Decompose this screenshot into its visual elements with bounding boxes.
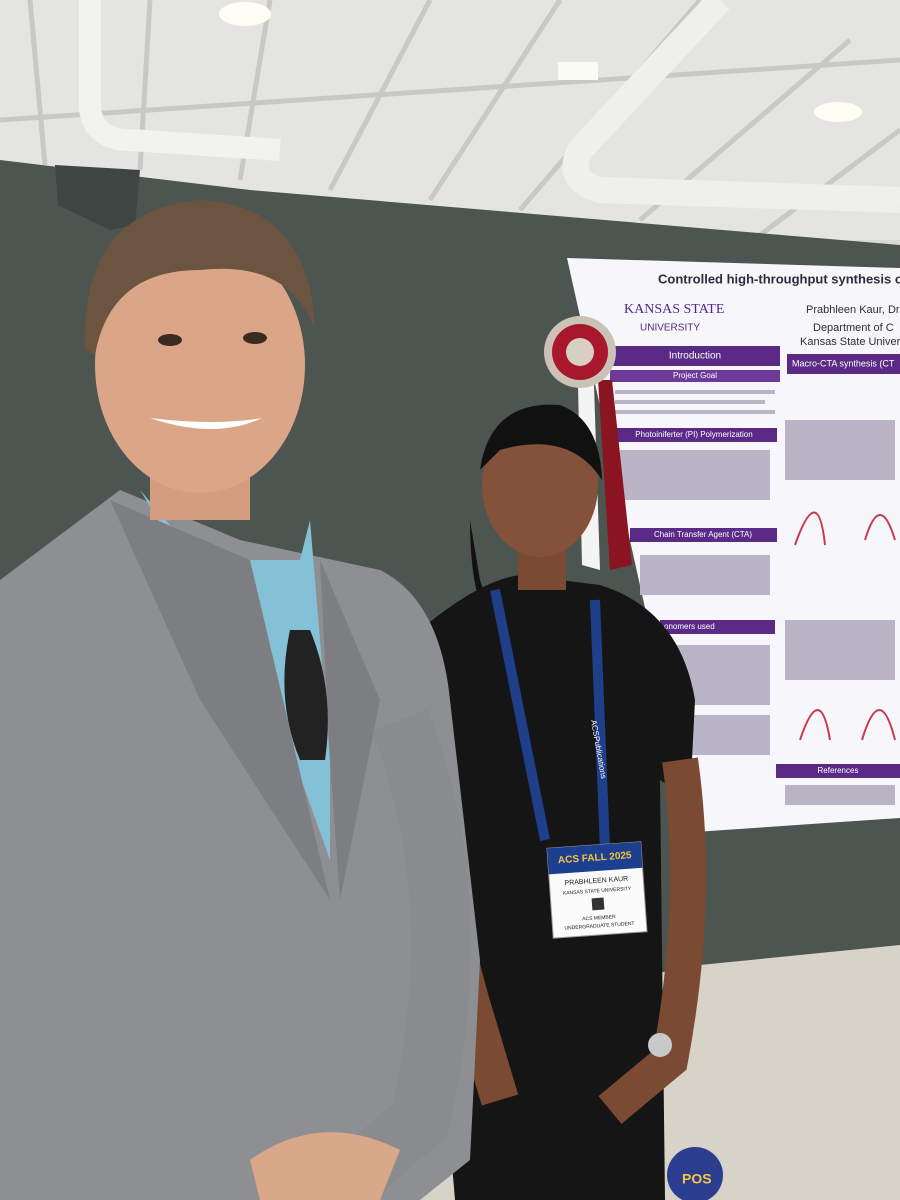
duct xyxy=(79,0,281,161)
poster-title: Controlled high-throughput synthesis of … xyxy=(658,271,900,286)
badge-name: PRABHLEEN KAUR xyxy=(564,876,628,887)
poster-section: onomers used xyxy=(664,622,715,631)
eye xyxy=(243,332,267,344)
poster-section-bar xyxy=(610,346,780,366)
arm xyxy=(598,757,706,1124)
watch xyxy=(648,1033,672,1057)
ceiling-light xyxy=(219,2,271,26)
board-clip xyxy=(55,165,140,230)
poster-logo: KANSAS STATE xyxy=(624,302,724,317)
badge-qr xyxy=(591,897,605,911)
face xyxy=(95,237,305,493)
badge-header xyxy=(546,841,643,875)
poster-body-text xyxy=(615,410,775,414)
poster-section: References xyxy=(818,766,859,775)
badge-member: ACS MEMBER xyxy=(582,914,616,922)
floor-sign-text: POS xyxy=(682,1171,712,1187)
ceiling-light xyxy=(558,62,598,80)
poster-plot xyxy=(794,511,896,741)
poster-section: Introduction xyxy=(669,351,721,362)
poster-authors: Prabhleen Kaur, Dr. Pa xyxy=(806,304,900,316)
sleeve xyxy=(330,709,471,1200)
poster-section-bar xyxy=(630,528,777,542)
poster-body-text xyxy=(615,390,775,394)
poster-body-text xyxy=(640,555,770,595)
ceiling-trusses xyxy=(0,57,900,123)
lapel xyxy=(110,500,330,900)
badge: ACS FALL 2025 PRABHLEEN KAUR KANSAS STAT… xyxy=(546,841,648,939)
poster-body-text xyxy=(615,400,765,404)
poster-department: Department of C xyxy=(813,322,894,334)
poster-body-text xyxy=(785,785,895,805)
floor-sign xyxy=(667,1147,723,1200)
poster-section: Project Goal xyxy=(673,371,717,380)
badge-role: UNDERGRADUATE STUDENT xyxy=(564,921,634,932)
poster-body-text xyxy=(690,715,770,755)
ceiling-trusses xyxy=(758,128,900,237)
hair xyxy=(84,200,315,355)
poster-logo: UNIVERSITY xyxy=(640,323,700,334)
poster-section-bar xyxy=(776,764,900,778)
poster-section: Macro-CTA synthesis (CT xyxy=(792,358,895,368)
poster-section-bar xyxy=(660,620,775,634)
poster-institution: Kansas State University, xyxy=(800,336,900,348)
ribbon-tail xyxy=(598,380,632,570)
poster-section-bar xyxy=(610,370,780,382)
poster-section-bar xyxy=(612,428,777,442)
poster-section: Photoiniferter (PI) Polymerization xyxy=(635,430,752,439)
shirt xyxy=(140,490,330,860)
poster-section-bar xyxy=(787,354,900,374)
duct xyxy=(562,0,900,213)
badge-event: ACS FALL 2025 xyxy=(558,850,633,866)
smile xyxy=(150,418,262,429)
hands xyxy=(250,1132,400,1200)
lapel xyxy=(320,560,380,900)
eye xyxy=(158,334,182,346)
lanyard xyxy=(490,589,610,851)
hair xyxy=(480,404,602,480)
ceiling-light xyxy=(814,102,862,122)
ceiling-trusses xyxy=(427,0,563,202)
poster-section: Chain Transfer Agent (CTA) xyxy=(654,530,752,539)
poster-body-text xyxy=(785,620,895,680)
ceiling-trusses xyxy=(27,0,48,166)
badge-affiliation: KANSAS STATE UNIVERSITY xyxy=(563,886,632,897)
poster-body-text xyxy=(620,450,770,500)
sunglasses xyxy=(284,630,328,760)
poster-body-text xyxy=(785,420,895,480)
rosette-center xyxy=(566,338,594,366)
